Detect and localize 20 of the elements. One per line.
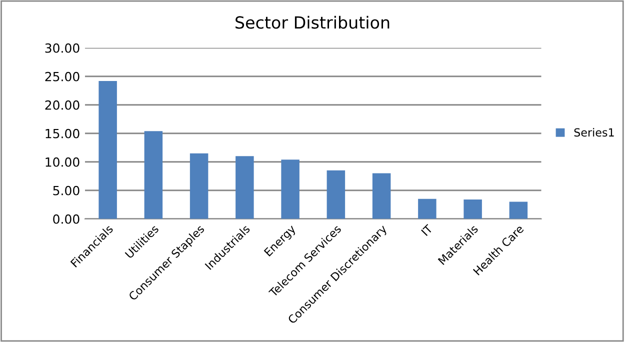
bar — [326, 170, 346, 219]
y-tick-label: 30.00 — [45, 43, 80, 53]
y-tick-label: 5.00 — [53, 186, 80, 196]
bar — [372, 173, 391, 219]
y-tick-label: 15.00 — [46, 128, 80, 138]
bar — [236, 156, 254, 219]
y-tick-label: 20.00 — [45, 100, 80, 110]
chart-title: Sector Distribution — [236, 16, 390, 29]
y-tick-label: 10.00 — [46, 157, 80, 167]
bar — [281, 160, 300, 219]
bar — [464, 200, 482, 219]
y-tick-label: 0.00 — [53, 214, 80, 224]
x-tick-label: IT — [421, 224, 434, 236]
bar — [190, 153, 208, 219]
legend-label: Series1 — [574, 128, 614, 137]
bar — [509, 202, 528, 219]
bar — [98, 80, 117, 219]
bar — [144, 131, 163, 219]
bar — [418, 198, 436, 219]
y-tick-label: 25.00 — [45, 72, 80, 82]
